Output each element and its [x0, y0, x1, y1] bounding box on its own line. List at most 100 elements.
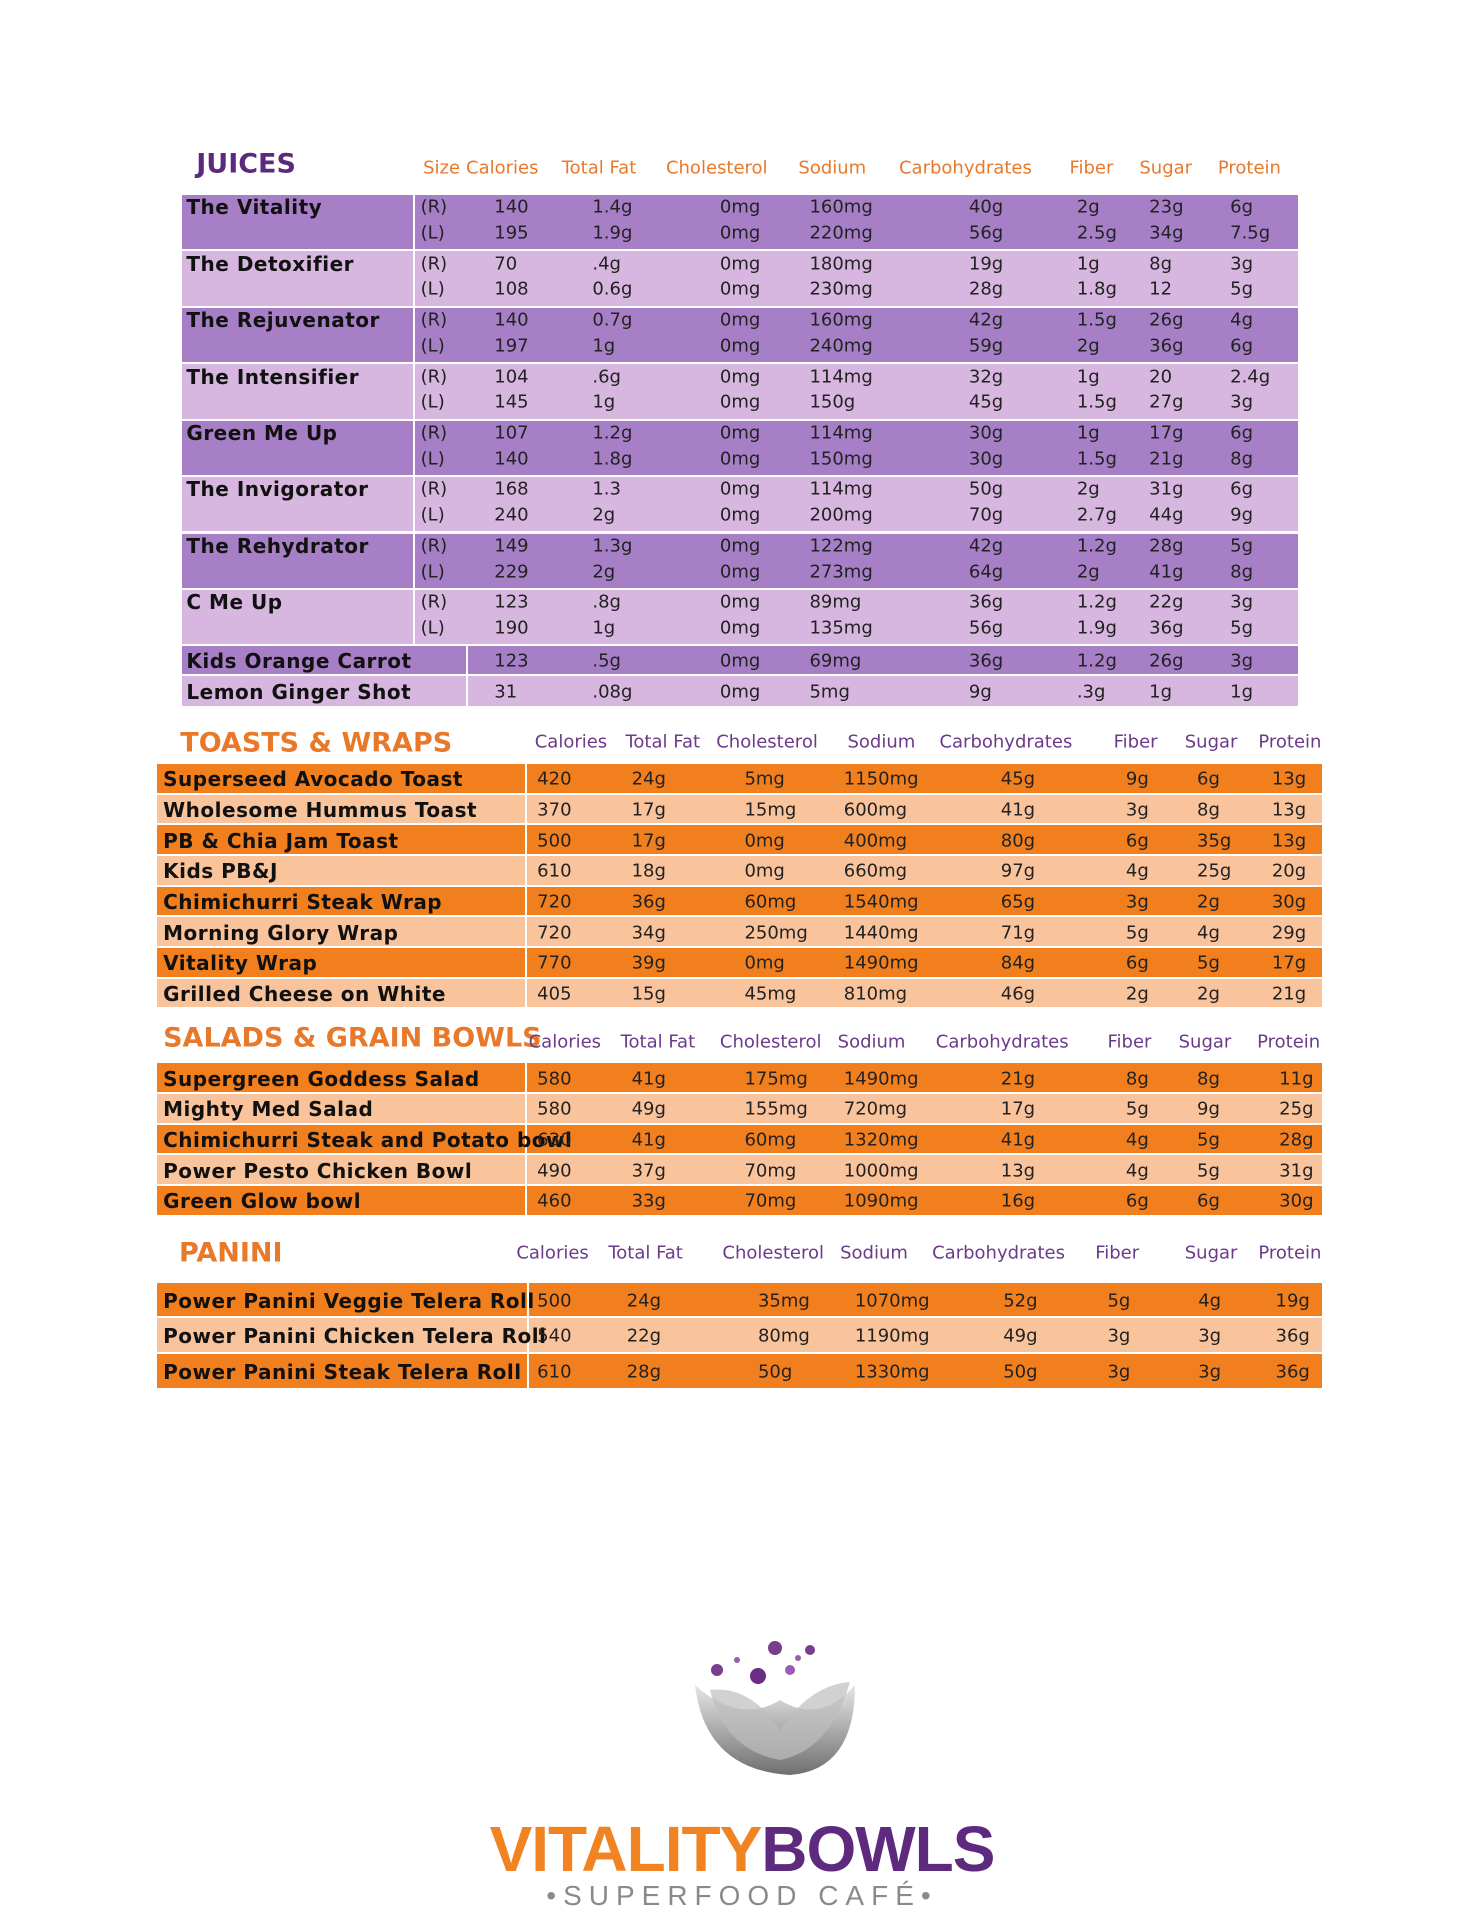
- cell-divider: [524, 764, 527, 795]
- value: 1g: [1230, 681, 1254, 703]
- value: 1.8g: [592, 448, 633, 470]
- row-background: [181, 477, 1298, 534]
- value: 28g: [626, 1361, 662, 1383]
- value: 59g: [968, 335, 1004, 357]
- value: 0mg: [719, 335, 761, 357]
- value: 0mg: [719, 422, 761, 444]
- column-header: Calories: [534, 731, 608, 753]
- value: 7.5g: [1230, 222, 1271, 244]
- column-header: Protein: [1217, 157, 1281, 179]
- value: 1.5g: [1076, 309, 1117, 331]
- value: 35mg: [757, 1290, 810, 1312]
- brand: VITALITYBOWLS: [0, 1812, 1484, 1886]
- column-header: Carbohydrates: [939, 731, 1073, 753]
- value: 0mg: [719, 478, 761, 500]
- value: 0mg: [719, 278, 761, 300]
- value: 3g: [1230, 391, 1254, 413]
- value: 64g: [968, 561, 1004, 583]
- value: 19g: [968, 253, 1004, 275]
- item-name: Green Me Up: [186, 420, 338, 445]
- value: 32g: [968, 366, 1004, 388]
- value: 39g: [631, 952, 666, 974]
- value: 229: [494, 561, 529, 583]
- value: 6g: [1230, 478, 1254, 500]
- item-name: Chimichurri Steak and Potato bowl: [163, 1127, 573, 1152]
- size: (R): [420, 591, 448, 613]
- value: 770: [537, 952, 572, 974]
- value: 150g: [809, 391, 856, 413]
- value: 3g: [1230, 253, 1254, 275]
- value: 29g: [1271, 922, 1307, 944]
- value: .8g: [592, 591, 621, 613]
- value: 44g: [1149, 504, 1184, 526]
- cell-divider: [466, 675, 469, 708]
- value: 13g: [1271, 830, 1307, 852]
- column-header: Sodium: [847, 731, 916, 753]
- value: .4g: [592, 253, 621, 275]
- size: (R): [420, 422, 448, 444]
- cell-divider: [524, 794, 527, 826]
- row-background: [156, 948, 1323, 979]
- value: 500: [537, 1290, 572, 1312]
- size: (L): [420, 335, 445, 357]
- value: 52g: [1003, 1290, 1038, 1312]
- column-header: Sugar: [1139, 157, 1193, 179]
- column-header: Fiber: [1113, 731, 1158, 753]
- value: 1.8g: [1076, 278, 1117, 300]
- row-background: [156, 1185, 1323, 1217]
- value: 17g: [631, 799, 666, 821]
- value: 4g: [1197, 922, 1220, 944]
- value: 720mg: [843, 1098, 908, 1120]
- value: 580: [537, 1068, 572, 1090]
- value: 0mg: [744, 860, 785, 882]
- cell-divider: [524, 856, 527, 887]
- cell-divider: [524, 978, 527, 1010]
- value: 720: [537, 922, 572, 944]
- value: 12: [1149, 278, 1173, 300]
- size: (L): [420, 561, 445, 583]
- value: 41g: [1000, 1129, 1036, 1151]
- value: 3g: [1230, 650, 1254, 672]
- value: 3g: [1198, 1361, 1222, 1383]
- item-name: C Me Up: [186, 590, 283, 615]
- column-header: Sodium: [798, 157, 867, 179]
- size: (L): [420, 448, 445, 470]
- value: 26g: [1149, 650, 1184, 672]
- column-header: Carbohydrates: [932, 1242, 1065, 1264]
- value: 160mg: [809, 196, 873, 218]
- value: 107: [494, 422, 529, 444]
- item-name: Power Pesto Chicken Bowl: [163, 1158, 473, 1183]
- value: 71g: [1000, 922, 1036, 944]
- column-header: Size: [423, 157, 461, 179]
- value: 70mg: [744, 1160, 797, 1182]
- value: 97g: [1000, 860, 1036, 882]
- value: 114mg: [809, 422, 873, 444]
- value: 2g: [1197, 983, 1220, 1005]
- item-name: Green Glow bowl: [163, 1189, 362, 1214]
- value: 21g: [1000, 1068, 1036, 1090]
- value: 0mg: [719, 448, 761, 470]
- column-header: Cholesterol: [716, 731, 818, 753]
- value: 2.7g: [1076, 504, 1117, 526]
- value: 0mg: [719, 681, 761, 703]
- value: 273mg: [809, 561, 873, 583]
- value: 13g: [1000, 1160, 1036, 1182]
- column-header: Total Fat: [620, 1031, 696, 1053]
- value: 28g: [1279, 1129, 1314, 1151]
- value: 580: [537, 1098, 572, 1120]
- value: 1190mg: [854, 1325, 930, 1347]
- size: (R): [420, 253, 448, 275]
- column-header: Fiber: [1095, 1242, 1140, 1264]
- value: 1.2g: [1076, 591, 1117, 613]
- value: 0mg: [719, 253, 761, 275]
- value: 42g: [968, 535, 1004, 557]
- value: 197: [494, 335, 529, 357]
- value: 15g: [631, 983, 666, 1005]
- value: 31g: [1149, 478, 1184, 500]
- item-name: Power Panini Steak Telera Roll: [163, 1359, 522, 1384]
- logo-bowl: [695, 1641, 855, 1775]
- value: 30g: [968, 448, 1004, 470]
- row-background: [181, 307, 1298, 365]
- value: 4g: [1125, 1129, 1149, 1151]
- value: 13g: [1271, 799, 1307, 821]
